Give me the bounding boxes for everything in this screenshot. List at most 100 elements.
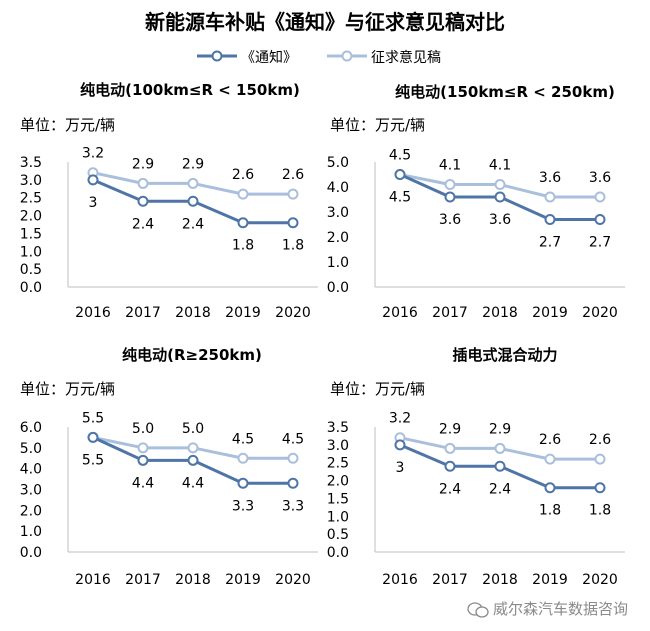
chart-2-notice-point [594,214,606,225]
chart-4-ytick-label: 3.0 [327,438,349,454]
chart-1-xtick-label: 2020 [275,305,311,321]
chart-2-xtick-label: 2018 [482,305,518,321]
chart-1-draft-data-label: 2.6 [282,167,304,183]
chart-3-draft-data-label: 4.5 [232,431,254,447]
chart-3-title: 纯电动(R≥250km) [122,346,262,364]
chart-1-notice-data-label: 2.4 [132,216,154,232]
chart-4-notice-point [494,460,506,472]
wechat-icon [467,601,489,618]
chart-3-draft-data-label: 5.5 [82,410,104,426]
chart-3-notice-data-label: 5.5 [82,452,104,468]
chart-4-notice-point [544,482,556,494]
chart-1-draft-data-label: 3.2 [82,146,104,162]
legend: 《通知》 征求意见稿 [195,46,495,66]
chart-4-ytick-label: 3.5 [327,420,349,436]
chart-3-notice-data-label: 3.3 [232,498,254,514]
chart-4-xtick-label: 2019 [532,572,568,588]
chart-3-xtick-label: 2020 [275,572,311,588]
chart-3-draft-point [237,452,249,464]
chart-2-notice-data-label: 2.7 [589,235,611,251]
chart-4-draft-data-label: 2.9 [439,421,461,437]
chart-4-title: 插电式混合动力 [452,346,557,364]
chart-1-draft-point [137,177,149,189]
chart-4-ytick-label: 2.5 [327,456,349,472]
chart-4-ytick-label: 0.5 [327,527,349,543]
chart-2-draft-point [544,191,556,203]
chart-4-xtick-label: 2017 [432,572,468,588]
chart-1-notice-data-label: 3 [89,195,98,211]
chart-2-draft-data-label: 4.1 [439,158,461,174]
chart-4-draft-data-label: 3.2 [389,411,411,427]
chart-3-notice-data-label: 3.3 [282,498,304,514]
chart-2-title: 纯电动(150km≤R < 250km) [395,83,615,101]
chart-2-ytick-label: 2.0 [327,230,349,246]
chart-4-notice-data-label: 1.8 [539,503,561,519]
chart-4-notice-point [394,439,406,451]
chart-2-draft-point [594,191,606,203]
chart-4-notice-data-label: 2.4 [439,481,461,497]
chart-3-ytick-label: 3.0 [20,483,42,499]
chart-3-xtick-label: 2018 [175,572,211,588]
chart-4-draft-point [544,453,556,465]
chart-3-draft-data-label: 4.5 [282,431,304,447]
chart-4-xtick-label: 2020 [582,572,618,588]
chart-4-ytick-label: 1.0 [327,509,349,525]
chart-3-xtick-label: 2016 [75,572,111,588]
chart-2-notice-data-label: 4.5 [389,190,411,206]
chart-2-ytick-label: 3.0 [327,205,349,221]
chart-2-unit: 单位：万元/辆 [330,116,425,134]
chart-3-ytick-label: 4.0 [20,462,42,478]
watermark-text: 威尔森汽车数据咨询 [492,600,628,618]
chart-2-draft-data-label: 3.6 [539,170,561,186]
chart-1-ytick-label: 2.5 [20,191,42,207]
chart-2-notice-point [494,191,506,203]
chart-3-ytick-label: 1.0 [20,524,42,540]
chart-2-ytick-label: 0.0 [327,280,349,296]
chart-3-draft-data-label: 5.0 [132,421,154,437]
chart-1-xtick-label: 2017 [125,305,161,321]
chart-3-xtick-label: 2017 [125,572,161,588]
legend-markers [197,50,367,62]
chart-3-draft-point [187,442,199,454]
chart-2-notice-data-label: 3.6 [439,212,461,228]
chart-2-draft-data-label: 4.1 [489,158,511,174]
watermark: 威尔森汽车数据咨询 [467,598,628,619]
chart-3-notice-point [87,431,99,443]
chart-1-notice-point [137,195,149,207]
chart-1-ytick-label: 2.0 [20,209,42,225]
chart-1-xtick-label: 2016 [75,305,111,321]
chart-4-notice-data-label: 2.4 [489,481,511,497]
chart-3-unit: 单位：万元/辆 [20,380,115,398]
chart-3-ytick-label: 0.0 [20,545,42,561]
chart-1-ytick-label: 0.0 [20,280,42,296]
chart-4-draft-data-label: 2.9 [489,421,511,437]
chart-2-draft-data-label: 3.6 [589,170,611,186]
chart-4-draft-point [494,442,506,454]
chart-4-notice-point [444,460,456,472]
chart-1-notice-data-label: 2.4 [182,216,204,232]
chart-1-notice-data-label: 1.8 [282,238,304,254]
chart-1-notice-point [237,217,249,229]
chart-2-notice-point [394,169,406,180]
main-title: 新能源车补贴《通知》与征求意见稿对比 [145,10,505,34]
chart-4-xtick-label: 2016 [382,572,418,588]
chart-1-draft-data-label: 2.9 [182,156,204,172]
legend-notice-marker [211,50,223,62]
legend-draft-label: 征求意见稿 [371,50,441,66]
chart-3-xtick-label: 2019 [225,572,261,588]
chart-3-ytick-label: 5.0 [20,441,42,457]
chart-4-ytick-label: 0.0 [327,545,349,561]
chart-2-xtick-label: 2020 [582,305,618,321]
chart-1-draft-data-label: 2.9 [132,156,154,172]
chart-4-xtick-label: 2018 [482,572,518,588]
chart-2-xtick-label: 2016 [382,305,418,321]
chart-1-draft-data-label: 2.6 [232,167,254,183]
chart-3-notice-point [137,454,149,466]
chart-1-notice-data-label: 1.8 [232,238,254,254]
chart-2-ytick-label: 5.0 [327,155,349,171]
chart-3-draft-point [137,442,149,454]
chart-1-notice-point [87,174,99,186]
chart-2-draft-point [444,179,456,190]
chart-2-ytick-label: 4.0 [327,180,349,196]
legend-notice-label: 《通知》 [241,50,297,66]
